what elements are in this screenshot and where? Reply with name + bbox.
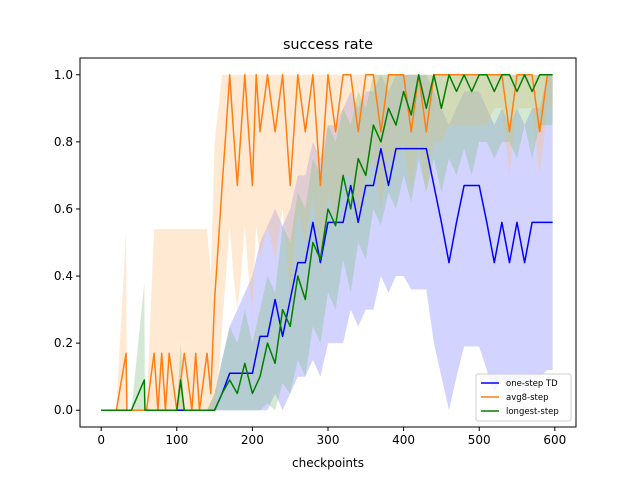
series-lines bbox=[101, 74, 553, 411]
x-tick-label: 200 bbox=[241, 433, 264, 447]
one-step-td-band bbox=[101, 74, 553, 411]
legend: one-step TD avg8-step longest-step bbox=[475, 373, 572, 422]
longest-step-line bbox=[101, 74, 553, 411]
x-tick-label: 300 bbox=[317, 433, 340, 447]
legend-box bbox=[475, 373, 572, 422]
x-axis-label: checkpoints bbox=[292, 456, 364, 470]
y-tick-label: 0.2 bbox=[54, 336, 73, 350]
x-axis-ticks: 0 100 200 300 400 500 600 bbox=[97, 427, 566, 447]
x-tick-label: 600 bbox=[543, 433, 566, 447]
y-tick-label: 1.0 bbox=[54, 68, 73, 82]
y-tick-label: 0.6 bbox=[54, 202, 73, 216]
legend-label-avg8-step: avg8-step bbox=[506, 393, 549, 403]
chart-title: success rate bbox=[283, 37, 373, 53]
y-axis-ticks: 0.0 0.2 0.4 0.6 0.8 1.0 bbox=[54, 68, 80, 417]
x-tick-label: 0 bbox=[97, 433, 105, 447]
y-tick-label: 0.8 bbox=[54, 135, 73, 149]
x-tick-label: 400 bbox=[392, 433, 415, 447]
y-tick-label: 0.0 bbox=[54, 403, 73, 417]
legend-label-longest-step: longest-step bbox=[506, 407, 559, 417]
x-tick-label: 500 bbox=[468, 433, 491, 447]
x-tick-label: 100 bbox=[165, 433, 188, 447]
longest-step-band bbox=[101, 74, 553, 411]
legend-label-one-step-td: one-step TD bbox=[506, 379, 558, 389]
y-tick-label: 0.4 bbox=[54, 269, 73, 283]
